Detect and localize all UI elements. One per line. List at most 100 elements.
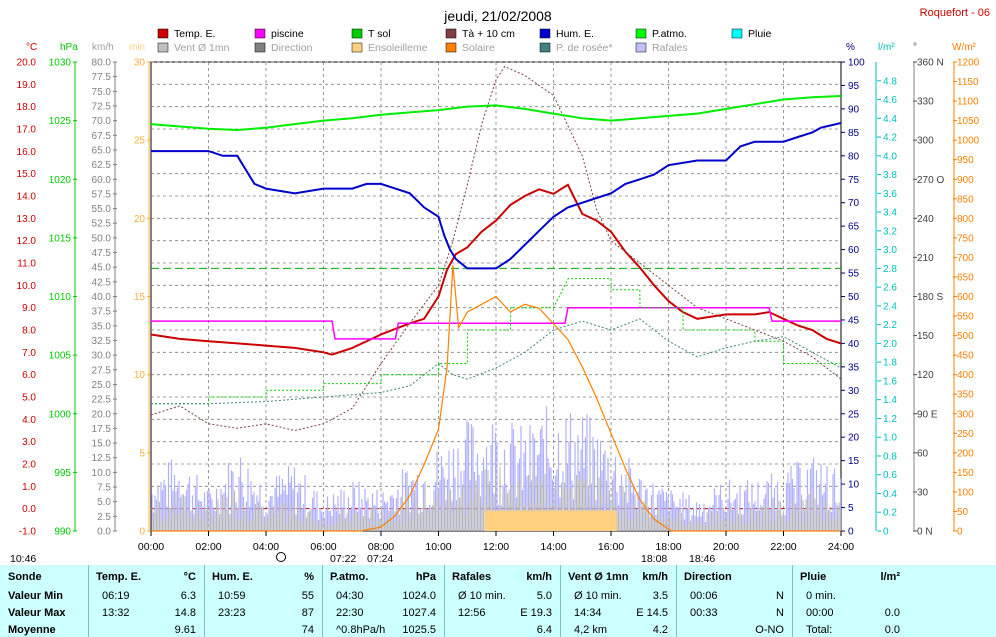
- axis-tick-label: 67.5: [92, 131, 112, 142]
- stats-header: Sonde: [8, 571, 42, 583]
- axis-tick-label: 50.0: [92, 233, 112, 244]
- stats-cell-value: 5.0: [536, 590, 552, 602]
- axis-tick-label: 1150: [957, 77, 979, 88]
- stats-row-label: Moyenne: [8, 624, 56, 636]
- legend-swatch: [254, 28, 266, 39]
- axis-tick-label: 77.5: [92, 72, 112, 83]
- axis-tick-label: 5.0: [22, 393, 36, 404]
- legend-swatch: [445, 28, 457, 39]
- axis-tick-label: 18.0: [17, 102, 37, 113]
- axis-tick-label: 40.0: [92, 292, 112, 303]
- axis-tick-label: 850: [957, 194, 974, 205]
- x-tick-label: 24:00: [828, 541, 854, 553]
- axis-tick-label: 1200: [957, 58, 980, 69]
- stats-column: Vent Ø 1mn km/h Ø 10 min. 3.5 14:34 E 14.5 4,2…: [560, 565, 676, 637]
- stats-cell-value: 6.4: [536, 624, 552, 636]
- axis-tick-label: 1005: [49, 351, 72, 362]
- axis-unit-label: hPa: [60, 42, 78, 53]
- stats-cell-value: 14.8: [174, 607, 196, 619]
- axis-tick-label: 4.0: [883, 151, 897, 162]
- axis-tick-label: 70.0: [92, 116, 112, 127]
- axis-tick-label: 4.0: [22, 415, 36, 426]
- axis-tick-label: 10: [134, 370, 146, 381]
- axis-tick-label: 2.4: [883, 301, 897, 312]
- series-line-7: [151, 265, 841, 532]
- axis-tick-label: 10.0: [92, 468, 112, 479]
- stats-cell-value: 0.0: [884, 624, 900, 636]
- axis-tick-label: 90 E: [917, 409, 938, 420]
- x-tick-label: 12:00: [483, 541, 509, 553]
- axis-tick-label: 9.0: [22, 303, 36, 314]
- stats-column: Sonde Valeur Min Valeur Max Moyenne: [0, 565, 88, 637]
- axis-tick-label: 60: [917, 448, 929, 459]
- stats-cell-label: 22:30: [336, 607, 364, 619]
- axis-tick-label: 400: [957, 370, 974, 381]
- stats-row-label: Valeur Max: [8, 607, 66, 619]
- stats-header: P.atmo.: [330, 571, 369, 583]
- stats-cell-value: 9.61: [174, 624, 196, 636]
- stats-cell-value: 6.3: [180, 590, 196, 602]
- axis-tick-label: 7.0: [22, 348, 36, 359]
- axis-tick-label: 30.0: [92, 351, 112, 362]
- axis-tick-label: 1.0: [883, 433, 897, 444]
- axis-tick-label: 750: [957, 233, 974, 244]
- legend-label: Rafales: [652, 42, 688, 54]
- axis-tick-label: 37.5: [92, 307, 112, 318]
- axis-tick-label: 80: [848, 151, 860, 162]
- x-tick-label: 04:00: [253, 541, 279, 553]
- axis-tick-label: 72.5: [92, 101, 112, 112]
- axis-unit-label: W/m²: [952, 42, 977, 53]
- legend-label: Solaire: [462, 42, 495, 54]
- x-tick-label: 16:00: [598, 541, 624, 553]
- axis-tick-label: 0.8: [883, 451, 897, 462]
- axis-tick-label: 85: [848, 128, 860, 139]
- axis-tick-label: 650: [957, 272, 974, 283]
- axis-tick-label: 900: [957, 175, 974, 186]
- legend-swatch: [157, 42, 169, 53]
- axis-tick-label: 1025: [49, 116, 72, 127]
- series-line-1: [151, 306, 841, 340]
- legend-label: Hum. E.: [556, 28, 594, 40]
- plot-area: [150, 61, 842, 532]
- stats-cell-value: 0.0: [884, 607, 900, 619]
- stats-cell-value: 87: [301, 607, 314, 619]
- axis-tick-label: 22.5: [92, 395, 112, 406]
- legend-label: Temp. E.: [174, 28, 215, 40]
- axis-tick-label: 330: [917, 97, 934, 108]
- stats-cell-value: 1027.4: [402, 607, 436, 619]
- stats-unit: l/m²: [880, 571, 900, 583]
- stats-header: Direction: [684, 571, 732, 583]
- axis-tick-label: 55.0: [92, 204, 112, 215]
- axis-tick-label: 0: [848, 527, 854, 538]
- stats-cell-value: 1025.5: [402, 624, 436, 636]
- axis-tick-label: 10.0: [17, 281, 37, 292]
- chart-title: jeudi, 21/02/2008: [443, 8, 552, 24]
- axis-tick-label: 2.8: [883, 264, 897, 275]
- axis-tick-label: 3.6: [883, 189, 897, 200]
- stats-unit: °C: [183, 571, 196, 583]
- stats-cell-label: 00:33: [690, 607, 718, 619]
- sun-event-label: 07:24: [367, 553, 393, 565]
- axis-unit-label: min: [129, 42, 145, 53]
- stats-cell-label: Ø 10 min.: [458, 590, 506, 602]
- axis-tick-label: 210: [917, 253, 934, 264]
- axis-tick-label: 13.0: [17, 214, 37, 225]
- legend-swatch: [157, 28, 169, 39]
- stats-cell-label: 06:19: [102, 590, 130, 602]
- stats-column: Hum. E.% 10:59 55 23:23 87 74: [204, 565, 322, 637]
- axis-tick-label: 4.6: [883, 95, 897, 106]
- stats-divider: [88, 565, 89, 637]
- stats-cell-label: 4,2 km: [574, 624, 608, 636]
- stats-cell-label: 14:34: [574, 607, 602, 619]
- axis-tick-label: 0.0: [97, 527, 111, 538]
- axis-tick-label: 950: [957, 155, 974, 166]
- axis-tick-label: 350: [957, 390, 974, 401]
- axis-tick-label: 2.0: [883, 339, 897, 350]
- stats-divider: [676, 565, 677, 637]
- sun-event-label: 10:46: [10, 553, 36, 565]
- axis-tick-label: 1100: [957, 97, 979, 108]
- axis-tick-label: 60: [848, 245, 860, 256]
- axis-tick-label: 4.2: [883, 133, 897, 144]
- axis-tick-label: 20: [134, 214, 146, 225]
- stats-column: Pluie l/m² 0 min. 00:00 0.0 Total: 0.0: [792, 565, 908, 637]
